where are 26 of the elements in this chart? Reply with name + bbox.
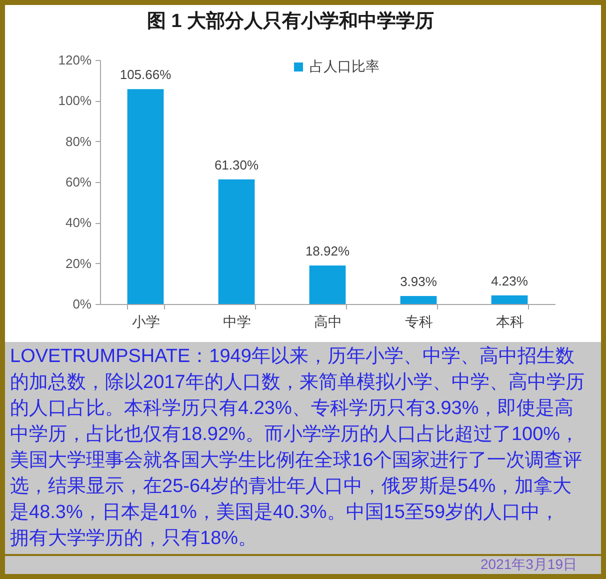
y-tick-label: 40% [65,215,92,230]
y-tick-label: 0% [72,296,92,312]
text: LOVETRUMPSHATE：1949年以来，历年小学、中学、高中招生数的加总数，除以2017年的人口数，来简单模拟小学、中学、高中学历的人口占比。本科学历只有4.23%、专科学历只有3.93%，即使是高中学历，占比也仅有18.92%。而小学学历的人口占比超过了100%，美国大学理事会就各国大学生比例在全球16个国家进行了一次调查评选，结果显示，在25-64岁的青壮年人口中，俄罗斯是54%，加拿大是48.3%，日本是41%，美国是40.3%。中国15至59岁的人口中，拥有大学学历的，只有18%。 [10,345,584,549]
y-tick-label: 20% [65,256,92,271]
y-tick-label: 100% [58,93,92,108]
data-label: 18.92% [305,244,350,259]
bar [400,296,437,304]
data-label: 3.93% [400,274,438,290]
legend-label: 占人口比率 [310,58,380,74]
bar [491,295,528,304]
x-tick-label: 高中 [314,314,342,330]
bar [309,266,346,304]
y-tick-label: 80% [65,134,92,149]
y-tick-label: 120% [58,52,92,68]
data-label: 61.30% [214,157,259,172]
x-tick-label: 中学 [223,314,251,330]
bar [127,89,164,304]
chart-title: 图 1 大部分人只有小学和中学学历 [146,10,434,32]
data-label: 105.66% [120,67,172,82]
x-tick-label: 本科 [496,314,524,330]
bar [218,179,255,304]
data-label: 4.23% [491,273,528,288]
text: 2021年3月19日 [480,556,577,572]
x-tick-label: 专科 [405,314,433,330]
y-tick-label: 60% [65,174,92,190]
x-tick-label: 小学 [132,314,160,330]
